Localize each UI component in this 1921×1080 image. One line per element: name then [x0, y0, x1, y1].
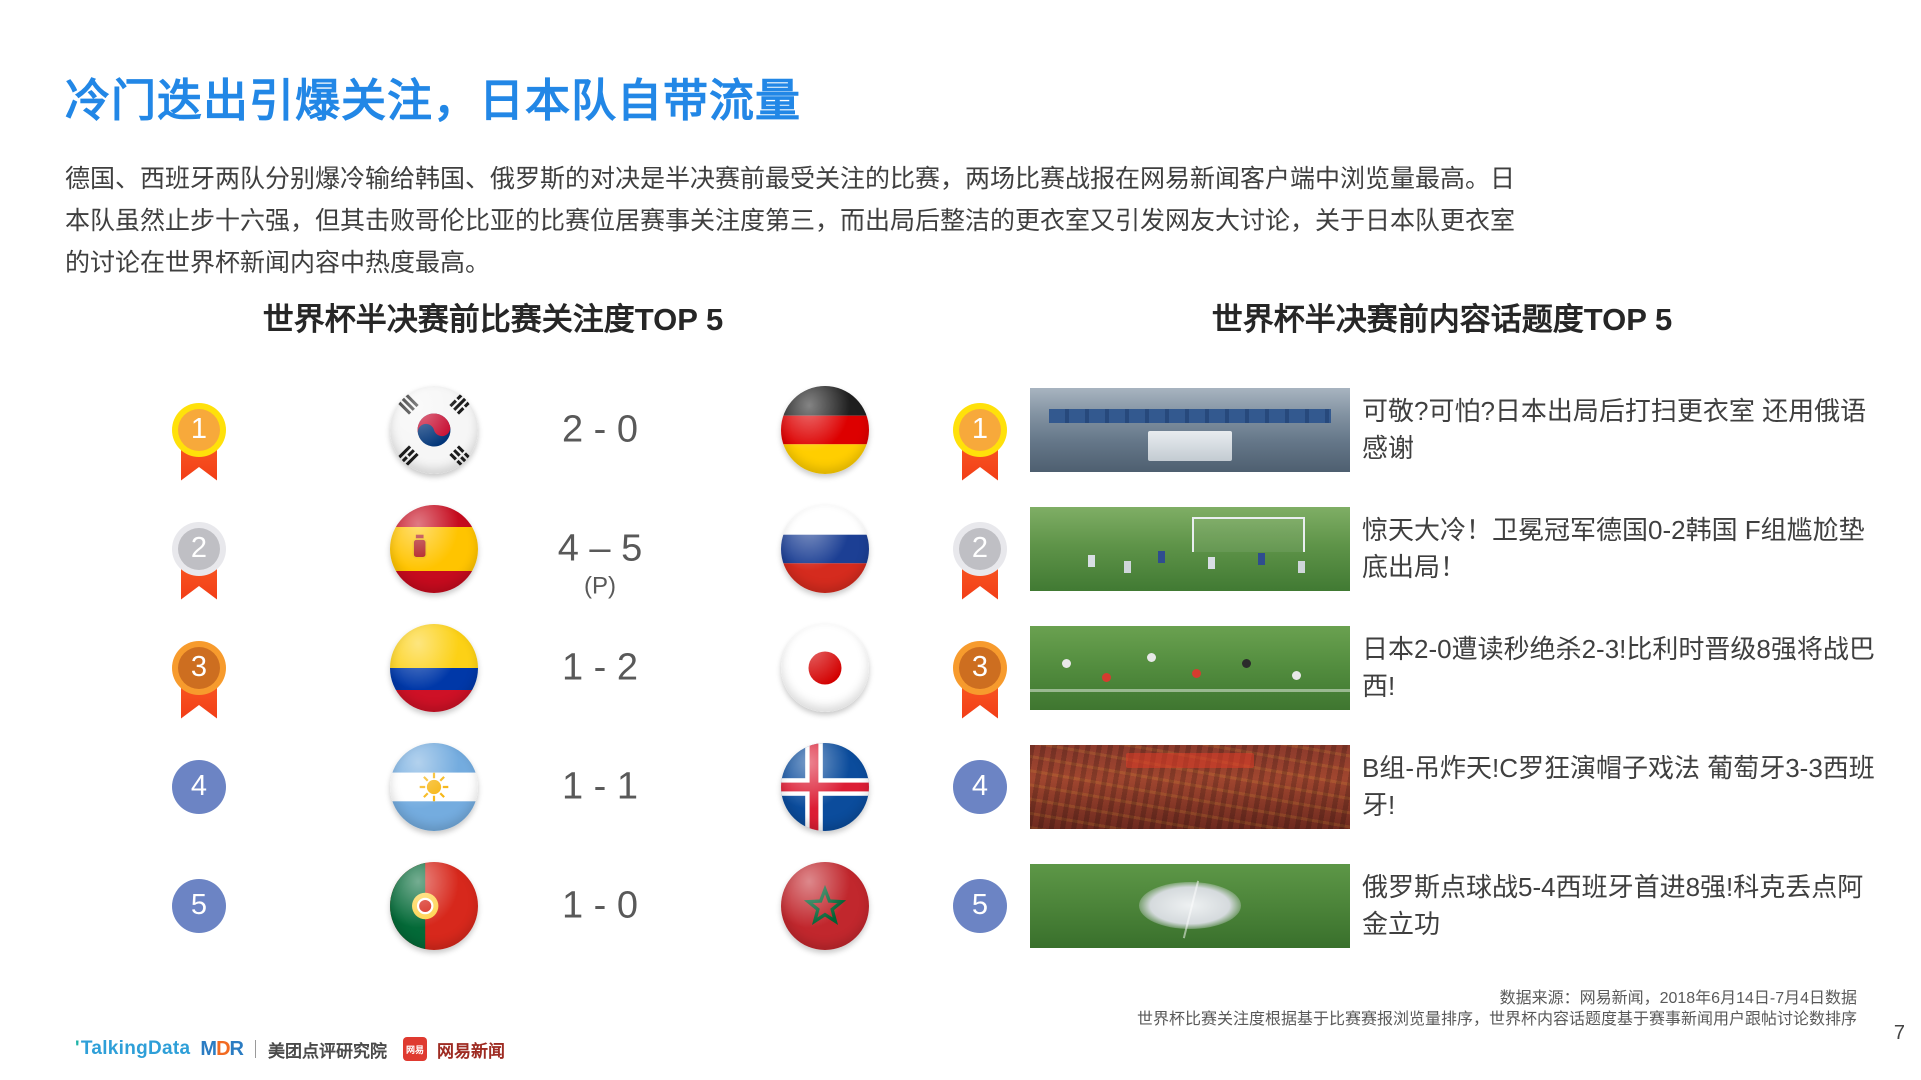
topic-row-5: 5 俄罗斯点球战5-4西班牙首进8强!科克丢点阿金立功 [950, 846, 1921, 965]
rank-circle: 4 [953, 759, 1007, 814]
score-text: 1 - 0 [561, 884, 639, 926]
gold-medal-icon: 1 [172, 402, 226, 481]
rank-badge: 4 [953, 759, 1007, 814]
article-title: B组-吊炸天!C罗狂演帽子戏法 葡萄牙3-3西班牙! [1362, 752, 1875, 820]
right-panel-header: 世界杯半决赛前内容话题度TOP 5 [1211, 302, 1673, 337]
flag-iceland-icon [781, 742, 869, 831]
match-score: 2 - 0 [510, 408, 690, 451]
rank-badge: 1 [172, 402, 226, 481]
source-line: 数据来源：网易新闻，2018年6月14日-7月4日数据 [1499, 990, 1857, 1007]
article-title: 惊天大冷！卫冕冠军德国0-2韩国 F组尴尬垫底出局！ [1362, 514, 1865, 582]
paragraph-line: 德国、西班牙两队分别爆冷输给韩国、俄罗斯的对决是半决赛前最受关注的比赛，两场比赛… [65, 165, 1516, 193]
topic-row-4: 4 B组-吊炸天!C罗狂演帽子戏法 葡萄牙3-3西班牙! [950, 727, 1921, 846]
score-text: 4 – 5 [557, 527, 643, 569]
article-thumbnail-red-crowd [1030, 744, 1350, 829]
score-text: 2 - 0 [561, 408, 639, 450]
article-title: 日本2-0遭读秒绝杀2-3!比利时晋级8强将战巴西! [1362, 633, 1875, 701]
rank-number: 4 [190, 770, 208, 802]
flag-morocco-icon [781, 861, 869, 950]
talkingdata-wordmark: TalkingData [75, 1038, 190, 1059]
rank-badge: 5 [172, 878, 226, 933]
topic-row-1: 1 可敬?可怕?日本出局后打扫更衣室 还用俄语感谢 [950, 370, 1921, 489]
rank-circle: 4 [172, 759, 226, 814]
topic-ranking-list: 1 可敬?可怕?日本出局后打扫更衣室 还用俄语感谢 2 惊天大冷！卫冕冠军德国0… [950, 370, 1921, 965]
bronze-medal-icon: 3 [953, 640, 1007, 719]
rank-number: 2 [178, 527, 220, 570]
rank-number: 2 [959, 527, 1001, 570]
page-number: 7 [1893, 1022, 1905, 1044]
score-text: 1 - 1 [561, 765, 639, 807]
rank-badge: 5 [953, 878, 1007, 933]
rank-badge: 4 [172, 759, 226, 814]
paragraph-line: 的讨论在世界杯新闻内容中热度最高。 [65, 249, 491, 277]
flag-colombia-icon [390, 623, 478, 712]
rank-circle: 5 [953, 878, 1007, 933]
rank-badge: 3 [953, 640, 1007, 719]
left-panel-header: 世界杯半决赛前比赛关注度TOP 5 [262, 302, 724, 337]
source-line: 世界杯比赛关注度根据基于比赛赛报浏览量排序，世界杯内容话题度基于赛事新闻用户跟帖… [1136, 1011, 1857, 1028]
article-thumbnail-pitch-players [1030, 625, 1350, 710]
rank-number: 5 [190, 889, 208, 921]
netease-news-logo: 网易新闻 [437, 1041, 505, 1061]
article-thumbnail-celebration [1030, 863, 1350, 948]
match-ranking-list: 1 2 - 0 2 4 – 5 (P) [0, 370, 950, 965]
article-title: 可敬?可怕?日本出局后打扫更衣室 还用俄语感谢 [1362, 395, 1867, 463]
match-row-4: 4 1 - 1 [0, 727, 950, 846]
article-thumbnail-locker-room [1030, 387, 1350, 472]
silver-medal-icon: 2 [172, 521, 226, 600]
flag-portugal-icon [390, 861, 478, 950]
intro-paragraph: 德国、西班牙两队分别爆冷输给韩国、俄罗斯的对决是半决赛前最受关注的比赛，两场比赛… [65, 158, 1515, 284]
score-text: 1 - 2 [561, 646, 639, 688]
rank-badge: 1 [953, 402, 1007, 481]
match-row-2: 2 4 – 5 (P) [0, 489, 950, 608]
rank-number: 4 [971, 770, 989, 802]
topic-row-3: 3 日本2-0遭读秒绝杀2-3!比利时晋级8强将战巴西! [950, 608, 1921, 727]
score-note: (P) [584, 572, 616, 599]
netease-icon: 网易 [403, 1037, 427, 1061]
flag-japan-icon [781, 623, 869, 712]
match-score: 1 - 2 [510, 646, 690, 689]
flag-germany-icon [781, 385, 869, 474]
mdr-logo: MDR [200, 1037, 244, 1060]
rank-number: 5 [971, 889, 989, 921]
rank-number: 1 [178, 408, 220, 451]
flag-south-korea-icon [390, 385, 478, 474]
match-score: 1 - 0 [510, 884, 690, 927]
page-title: 冷门迭出引爆关注，日本队自带流量 [65, 75, 802, 126]
rank-badge: 3 [172, 640, 226, 719]
article-title: 俄罗斯点球战5-4西班牙首进8强!科克丢点阿金立功 [1362, 871, 1864, 939]
rank-badge: 2 [953, 521, 1007, 600]
rank-number: 3 [959, 646, 1001, 689]
gold-medal-icon: 1 [953, 402, 1007, 481]
silver-medal-icon: 2 [953, 521, 1007, 600]
match-score: 4 – 5 (P) [510, 527, 690, 599]
meituan-research-logo: 美团点评研究院 [268, 1041, 387, 1061]
topic-row-2: 2 惊天大冷！卫冕冠军德国0-2韩国 F组尴尬垫底出局！ [950, 489, 1921, 608]
match-row-1: 1 2 - 0 [0, 370, 950, 489]
rank-number: 1 [959, 408, 1001, 451]
flag-spain-icon [390, 504, 478, 593]
flag-argentina-icon [390, 742, 478, 831]
bronze-medal-icon: 3 [172, 640, 226, 719]
match-score: 1 - 1 [510, 765, 690, 808]
footer-logos: TalkingData MDR 美团点评研究院 网易 网易新闻 [75, 1034, 505, 1064]
data-source-note: 数据来源：网易新闻，2018年6月14日-7月4日数据 世界杯比赛关注度根据基于… [1137, 988, 1857, 1030]
match-row-3: 3 1 - 2 [0, 608, 950, 727]
match-row-5: 5 1 - 0 [0, 846, 950, 965]
rank-number: 3 [178, 646, 220, 689]
rank-badge: 2 [172, 521, 226, 600]
talkingdata-logo: TalkingData [75, 1038, 190, 1060]
rank-circle: 5 [172, 878, 226, 933]
logo-divider [255, 1040, 256, 1058]
flag-russia-icon [781, 504, 869, 593]
paragraph-line: 本队虽然止步十六强，但其击败哥伦比亚的比赛位居赛事关注度第三，而出局后整洁的更衣… [65, 207, 1516, 235]
article-thumbnail-goal-pitch [1030, 506, 1350, 591]
